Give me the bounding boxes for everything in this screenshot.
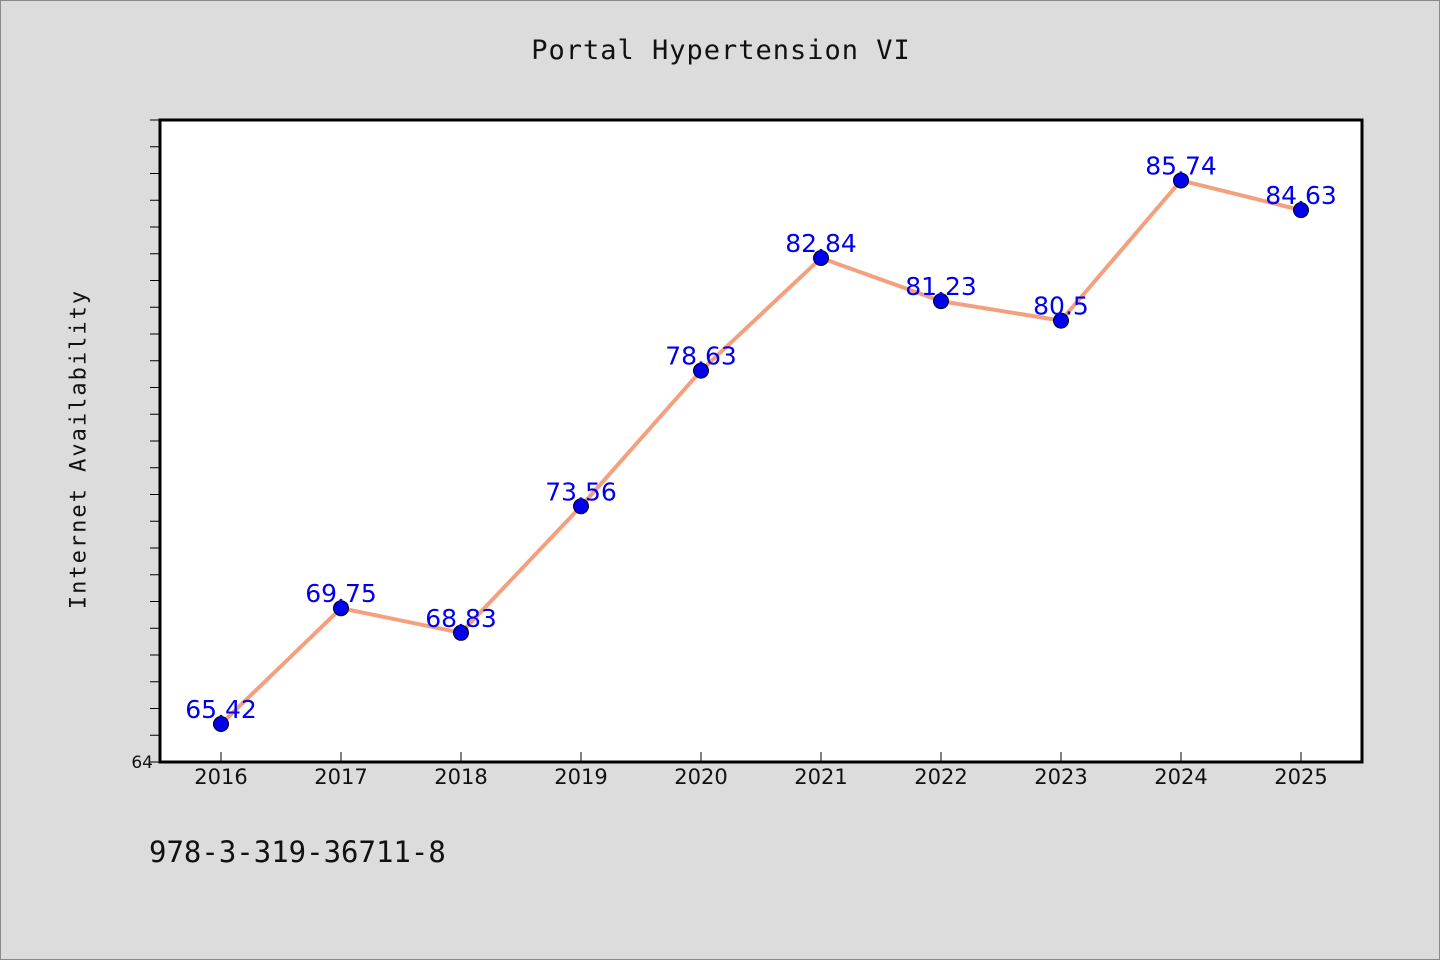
data-point (453, 624, 469, 641)
data-label: 69.75 (305, 579, 377, 608)
data-label: 81.23 (905, 272, 977, 301)
x-tick-label: 2021 (794, 765, 847, 789)
data-point (1173, 172, 1189, 189)
x-tick-label: 2023 (1034, 765, 1087, 789)
data-label: 68.83 (425, 604, 497, 633)
data-point (213, 716, 229, 733)
data-point (1053, 312, 1069, 329)
data-label: 85.74 (1145, 151, 1217, 180)
x-tick-label: 2025 (1274, 765, 1327, 789)
data-label: 78.63 (665, 342, 737, 371)
data-point (693, 362, 709, 379)
x-tick-label: 2022 (914, 765, 967, 789)
x-tick-label: 2024 (1154, 765, 1207, 789)
data-point (813, 250, 829, 267)
x-tick-label: 2019 (554, 765, 607, 789)
data-point (333, 600, 349, 617)
data-label: 65.42 (185, 695, 257, 724)
y-tick-label: 64 (131, 753, 153, 773)
x-tick-label: 2020 (674, 765, 727, 789)
data-point (933, 293, 949, 310)
data-label: 73.56 (545, 477, 617, 506)
data-point (1293, 202, 1309, 219)
x-tick-label: 2018 (434, 765, 487, 789)
data-point (573, 498, 589, 515)
chart-title: Portal Hypertension VI (531, 35, 911, 66)
plot-area (158, 118, 1364, 764)
x-tick-label: 2016 (194, 765, 247, 789)
x-tick-label: 2017 (314, 765, 367, 789)
series-line (219, 178, 1303, 727)
data-label: 80.5 (1033, 292, 1089, 321)
data-label: 82.84 (785, 229, 857, 258)
footer-note: 978-3-319-36711-8 (149, 835, 446, 869)
data-label: 84.63 (1265, 181, 1337, 210)
